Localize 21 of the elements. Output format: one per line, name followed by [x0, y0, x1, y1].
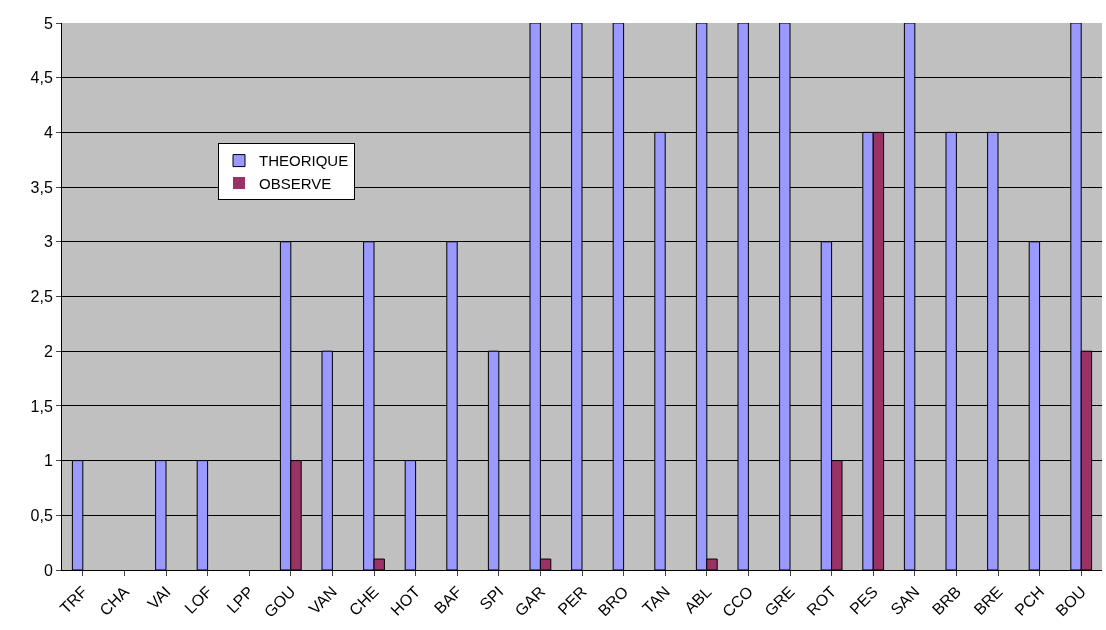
- x-tick-label: VAN: [305, 582, 341, 618]
- x-tick-label: SPI: [476, 582, 507, 614]
- y-tick-label: 1: [43, 452, 53, 470]
- y-tick-label: 1,5: [30, 397, 53, 415]
- y-tick-label: 5: [43, 14, 53, 32]
- y-tick-label: 2,5: [30, 288, 53, 306]
- y-tick-label: 4,5: [30, 69, 53, 87]
- y-tick-label: 4: [43, 124, 53, 141]
- x-tick-label: CHA: [96, 582, 133, 619]
- x-tick-label: ABL: [681, 582, 715, 617]
- legend-label: THEORIQUE: [259, 152, 349, 170]
- x-tick-label: VAI: [144, 582, 174, 613]
- y-tick-label: 0,5: [30, 506, 53, 524]
- y-tick-label: 3,5: [30, 178, 53, 196]
- x-tick-label: TRF: [56, 582, 91, 617]
- y-tick-label: 2: [43, 342, 53, 360]
- x-tick-label: TAN: [639, 582, 673, 617]
- y-tick-label: 0: [43, 561, 53, 579]
- y-tick-label: 3: [43, 233, 53, 251]
- legend-label: OBSERVE: [259, 174, 332, 192]
- x-tick-label: LPP: [223, 582, 257, 617]
